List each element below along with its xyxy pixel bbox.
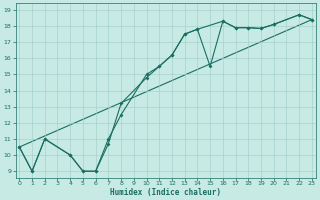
X-axis label: Humidex (Indice chaleur): Humidex (Indice chaleur)	[110, 188, 221, 197]
